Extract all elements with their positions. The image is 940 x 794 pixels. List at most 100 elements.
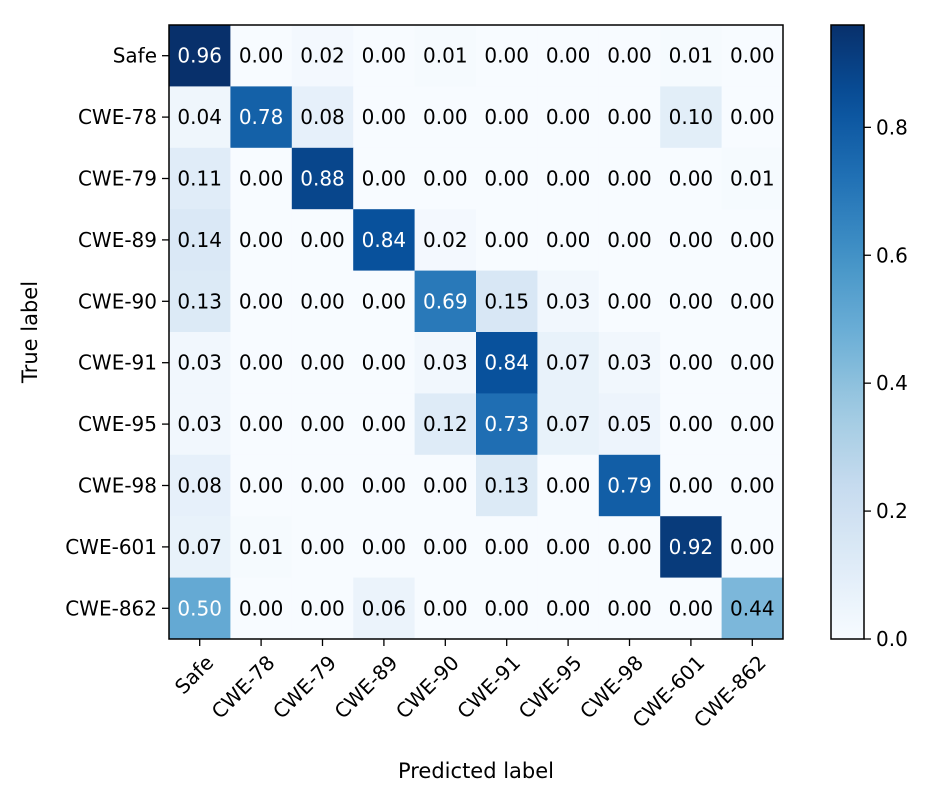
heatmap-cell <box>353 147 416 210</box>
heatmap-cell <box>721 86 784 149</box>
cell-value-label: 0.00 <box>730 351 775 375</box>
cell-value-label: 0.00 <box>607 535 652 559</box>
heatmap-cell <box>169 270 231 333</box>
heatmap-cell <box>169 393 231 456</box>
heatmap-cell <box>476 393 538 456</box>
heatmap-cell <box>721 516 784 579</box>
heatmap-cell <box>660 209 723 272</box>
heatmap-cell <box>660 270 723 333</box>
heatmap-cell <box>353 270 416 333</box>
cell-value-label: 0.00 <box>607 228 652 252</box>
heatmap-cell <box>169 147 231 210</box>
cell-value-label: 0.00 <box>423 474 468 498</box>
heatmap-cell <box>414 86 477 149</box>
heatmap-cell <box>721 147 784 210</box>
y-tick-label: CWE-89 <box>78 228 157 252</box>
heatmap-cell <box>537 209 600 272</box>
heatmap-cell <box>230 332 293 394</box>
cell-value-label: 0.00 <box>239 596 284 620</box>
heatmap-cell <box>414 147 477 210</box>
cell-value-label: 0.78 <box>239 105 284 129</box>
cell-value-label: 0.79 <box>607 474 652 498</box>
cell-value-label: 0.00 <box>362 44 407 68</box>
colorbar-tick-label: 0.4 <box>876 371 908 395</box>
cell-value-label: 0.13 <box>484 474 529 498</box>
cell-value-label: 0.00 <box>546 535 591 559</box>
heatmap-cell <box>598 393 661 456</box>
cell-value-label: 0.15 <box>484 289 529 313</box>
y-tick-label: CWE-91 <box>78 351 157 375</box>
cell-value-label: 0.00 <box>484 105 529 129</box>
cell-value-label: 0.00 <box>362 412 407 436</box>
heatmap-cell <box>537 454 600 517</box>
heatmap-cell <box>721 454 784 517</box>
cell-value-label: 0.00 <box>239 474 284 498</box>
heatmap-cell <box>476 577 538 640</box>
heatmap-cell <box>353 393 416 456</box>
cell-value-label: 0.11 <box>177 167 222 191</box>
heatmap-cell <box>230 147 293 210</box>
cell-value-label: 0.00 <box>362 474 407 498</box>
heatmap-cell <box>721 393 784 456</box>
heatmap-cell <box>353 332 416 394</box>
cell-value-label: 0.00 <box>669 351 714 375</box>
heatmap-cell <box>476 25 538 87</box>
colorbar-tick-label: 0.6 <box>876 243 908 267</box>
cell-value-label: 0.08 <box>177 474 222 498</box>
y-tick-label: CWE-98 <box>78 474 157 498</box>
cell-value-label: 0.00 <box>607 596 652 620</box>
x-tick-label: Safe <box>170 651 218 699</box>
y-axis-label: True label <box>18 281 42 384</box>
cell-value-label: 0.00 <box>239 228 284 252</box>
heatmap-cell <box>230 270 293 333</box>
heatmap-cell <box>660 25 723 87</box>
y-axis-ticks: Safe CWE-78 CWE-79 CWE-89 CWE-90 CWE-91 CWE-95… <box>65 44 169 620</box>
heatmap-cell <box>353 516 416 579</box>
cell-value-label: 0.00 <box>300 474 345 498</box>
x-axis-label: Predicted label <box>398 759 554 783</box>
heatmap-cell <box>414 209 477 272</box>
cell-value-label: 0.00 <box>362 105 407 129</box>
heatmap-cell <box>230 393 293 456</box>
cell-value-label: 0.00 <box>607 44 652 68</box>
cell-value-label: 0.84 <box>484 351 529 375</box>
heatmap-cell <box>291 393 354 456</box>
cell-value-label: 0.00 <box>362 289 407 313</box>
heatmap-cell <box>476 147 538 210</box>
cell-value-label: 0.00 <box>669 167 714 191</box>
cell-value-label: 0.00 <box>423 105 468 129</box>
cell-value-label: 0.00 <box>484 44 529 68</box>
heatmap-cell <box>230 516 293 579</box>
cell-value-label: 0.02 <box>423 228 468 252</box>
cell-value-label: 0.00 <box>484 167 529 191</box>
heatmap-cell <box>291 209 354 272</box>
cell-value-label: 0.96 <box>177 44 222 68</box>
cell-value-label: 0.00 <box>484 228 529 252</box>
heatmap-cell <box>721 209 784 272</box>
heatmap-cell <box>537 270 600 333</box>
cell-value-label: 0.03 <box>607 351 652 375</box>
cell-value-label: 0.00 <box>423 167 468 191</box>
heatmap-cell <box>721 270 784 333</box>
heatmap-cell <box>598 25 661 87</box>
cell-value-label: 0.00 <box>730 105 775 129</box>
heatmap-cell <box>476 454 538 517</box>
heatmap-cell <box>414 454 477 517</box>
cell-value-label: 0.00 <box>546 228 591 252</box>
cell-value-label: 0.73 <box>484 412 529 436</box>
colorbar-tick-label: 0.8 <box>876 115 908 139</box>
cell-value-label: 0.00 <box>669 228 714 252</box>
cell-value-label: 0.00 <box>300 289 345 313</box>
heatmap-cell <box>598 147 661 210</box>
heatmap-cell <box>169 577 231 640</box>
heatmap-cell <box>169 209 231 272</box>
heatmap-cell <box>414 25 477 87</box>
cell-value-label: 0.00 <box>730 535 775 559</box>
heatmap-cell <box>660 393 723 456</box>
cell-value-label: 0.00 <box>300 412 345 436</box>
heatmap-cell <box>537 516 600 579</box>
y-tick-label: CWE-90 <box>78 289 157 313</box>
cell-value-label: 0.00 <box>546 44 591 68</box>
cell-value-label: 0.00 <box>730 412 775 436</box>
y-tick-label: CWE-862 <box>65 596 157 620</box>
